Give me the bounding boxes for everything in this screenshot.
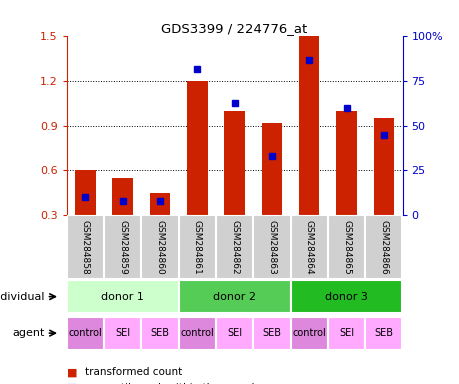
Text: percentile rank within the sample: percentile rank within the sample <box>85 383 260 384</box>
Text: SEI: SEI <box>115 328 130 338</box>
Text: individual: individual <box>0 291 45 302</box>
Bar <box>290 280 402 313</box>
Bar <box>178 317 215 349</box>
Bar <box>187 81 207 215</box>
Text: GSM284863: GSM284863 <box>267 220 276 275</box>
Text: SEI: SEI <box>338 328 353 338</box>
Text: donor 3: donor 3 <box>325 291 367 302</box>
Text: transformed count: transformed count <box>85 367 182 377</box>
Bar <box>253 317 290 349</box>
Text: control: control <box>180 328 214 338</box>
Bar <box>67 280 178 313</box>
Bar <box>298 36 319 215</box>
Bar <box>364 317 402 349</box>
Bar <box>327 317 364 349</box>
Text: GSM284862: GSM284862 <box>230 220 239 275</box>
Bar <box>104 317 141 349</box>
Bar <box>290 317 327 349</box>
Text: donor 1: donor 1 <box>101 291 144 302</box>
Text: SEB: SEB <box>262 328 281 338</box>
Text: ■: ■ <box>67 383 77 384</box>
Text: GSM284861: GSM284861 <box>192 220 202 275</box>
Bar <box>373 118 393 215</box>
Bar <box>141 317 178 349</box>
Bar <box>336 111 356 215</box>
Bar <box>215 317 253 349</box>
Text: SEB: SEB <box>374 328 392 338</box>
Text: GSM284860: GSM284860 <box>155 220 164 275</box>
Text: agent: agent <box>12 328 45 338</box>
Text: SEI: SEI <box>227 328 241 338</box>
Bar <box>149 193 170 215</box>
Bar <box>224 111 244 215</box>
Bar <box>67 317 104 349</box>
Text: control: control <box>68 328 102 338</box>
Text: GSM284858: GSM284858 <box>81 220 90 275</box>
Bar <box>75 170 95 215</box>
Text: GSM284866: GSM284866 <box>379 220 387 275</box>
Text: donor 2: donor 2 <box>213 291 256 302</box>
Bar <box>178 280 290 313</box>
Text: SEB: SEB <box>150 328 169 338</box>
Text: GSM284865: GSM284865 <box>341 220 350 275</box>
Text: control: control <box>292 328 325 338</box>
Bar <box>261 123 281 215</box>
Text: GSM284864: GSM284864 <box>304 220 313 275</box>
Bar <box>112 178 133 215</box>
Text: ■: ■ <box>67 367 77 377</box>
Text: GSM284859: GSM284859 <box>118 220 127 275</box>
Title: GDS3399 / 224776_at: GDS3399 / 224776_at <box>161 22 307 35</box>
